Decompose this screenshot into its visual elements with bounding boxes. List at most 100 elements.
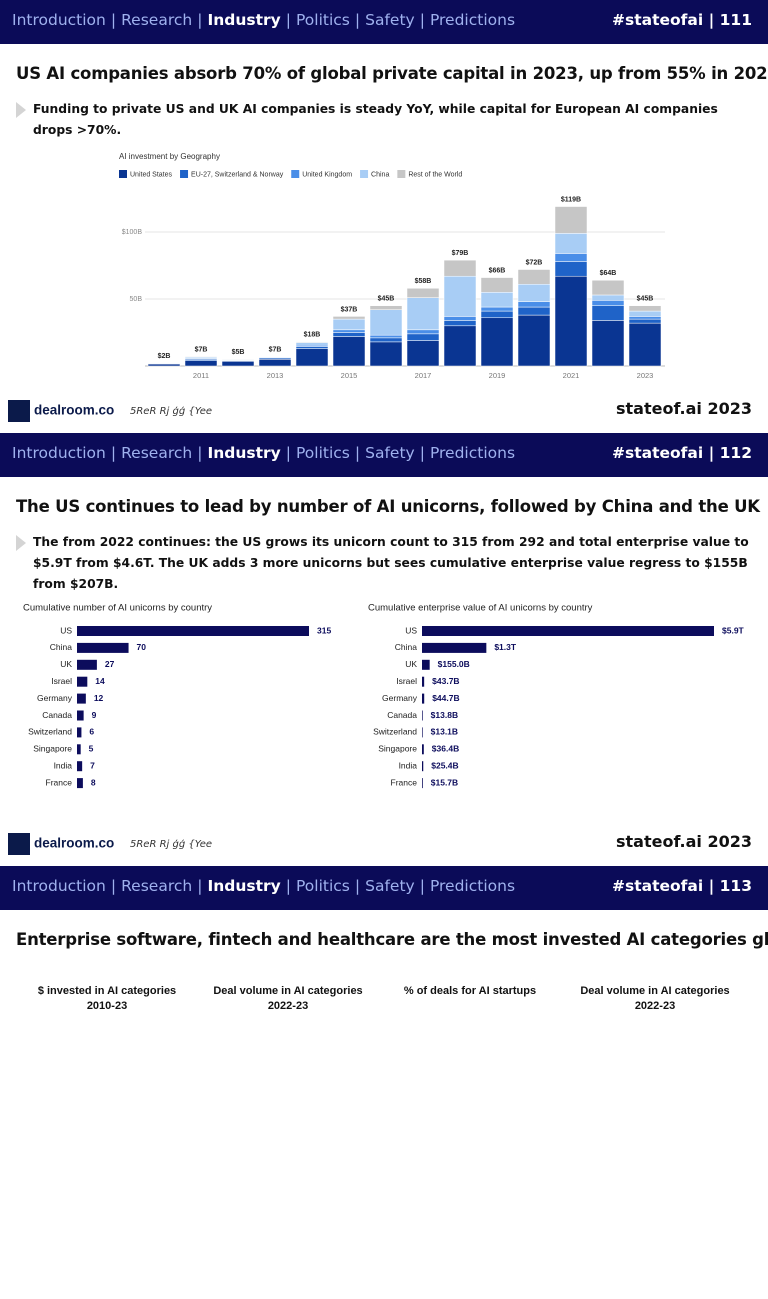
bar <box>422 626 714 636</box>
bar-segment <box>185 357 217 358</box>
category-label: Israel <box>51 676 72 686</box>
value-label: $1.3T <box>494 642 517 652</box>
category-label: Canada <box>42 710 72 720</box>
bar-segment <box>444 320 476 325</box>
total-label: $37B <box>341 306 358 313</box>
brand: stateof.ai 2023 <box>616 399 752 418</box>
category-label: UK <box>60 659 72 669</box>
total-label: $64B <box>600 270 617 277</box>
x-tick-label: 2021 <box>563 371 580 380</box>
panel-title: % of deals for AI startups <box>380 984 560 999</box>
value-label: 12 <box>94 693 104 703</box>
total-label: $79B <box>452 250 469 257</box>
bar-segment <box>370 342 402 366</box>
bar-segment <box>296 343 328 346</box>
bar <box>422 744 424 754</box>
bar <box>77 727 81 737</box>
bar-segment <box>148 364 180 366</box>
slide: Introduction|Research|Industry|Politics|… <box>0 866 768 1299</box>
chart-title: AI investment by Geography <box>119 152 220 161</box>
logo: dealroom.co <box>8 400 114 422</box>
value-label: 9 <box>92 710 97 720</box>
value-label: $25.4B <box>431 760 458 770</box>
x-tick-label: 2013 <box>267 371 284 380</box>
panel-title: Deal volume in AI categories <box>565 984 745 999</box>
category-label: Canada <box>387 710 417 720</box>
total-label: $2B <box>158 353 171 360</box>
category-label: Switzerland <box>28 727 72 737</box>
category-label: Israel <box>396 676 417 686</box>
value-label: 70 <box>137 642 147 652</box>
bar <box>77 711 84 721</box>
category-label: France <box>46 777 73 787</box>
legend-swatch <box>119 170 127 178</box>
bar-segment <box>481 311 513 318</box>
category-label: Switzerland <box>373 727 417 737</box>
panel-period: 2022-23 <box>198 999 378 1014</box>
value-label: 14 <box>95 676 105 686</box>
legend-label: United States <box>130 171 173 178</box>
bar-segment <box>407 341 439 366</box>
value-label: 7 <box>90 760 95 770</box>
value-label: $43.7B <box>432 676 459 686</box>
bar-segment <box>296 342 328 343</box>
bar-segment <box>629 316 661 319</box>
panel-title: $ invested in AI categories <box>17 984 197 999</box>
legend-label: Rest of the World <box>408 171 462 178</box>
bar <box>77 694 86 704</box>
total-label: $5B <box>232 349 245 356</box>
chart-area: Cumulative number of AI unicorns by coun… <box>0 433 768 866</box>
panel-period: 2022-23 <box>565 999 745 1014</box>
category-label: China <box>50 642 72 652</box>
bar <box>422 778 423 788</box>
bar-segment <box>518 315 550 366</box>
brand: stateof.ai 2023 <box>616 832 752 851</box>
bar-segment <box>444 326 476 366</box>
logo-text: dealroom.co <box>34 403 114 418</box>
legend-label: China <box>371 171 389 178</box>
footer-note: 5ReR Rj ģģ {Yee <box>130 839 212 850</box>
chart-title: Cumulative number of AI unicorns by coun… <box>23 603 212 614</box>
bar-segment <box>518 302 550 307</box>
bar-segment <box>481 278 513 293</box>
category-label: UK <box>405 659 417 669</box>
value-label: $36.4B <box>432 744 459 754</box>
total-label: $7B <box>195 346 208 353</box>
footer-note: 5ReR Rj ģģ {Yee <box>130 406 212 417</box>
total-label: $45B <box>378 296 395 303</box>
slide: Introduction|Research|Industry|Politics|… <box>0 433 768 866</box>
bar-segment <box>333 333 365 337</box>
bar-segment <box>592 306 624 321</box>
chart-title: Cumulative enterprise value of AI unicor… <box>368 603 593 614</box>
x-tick-label: 2019 <box>489 371 506 380</box>
bar-segment <box>481 307 513 311</box>
total-label: $66B <box>489 267 506 274</box>
category-label: China <box>395 642 417 652</box>
bar-segment <box>555 233 587 253</box>
category-label: India <box>54 760 73 770</box>
value-label: 8 <box>91 777 96 787</box>
bar-segment <box>333 319 365 330</box>
value-label: 6 <box>89 727 94 737</box>
bar <box>77 778 83 788</box>
bar <box>77 626 309 636</box>
panel-title: Deal volume in AI categories <box>198 984 378 999</box>
x-tick-label: 2015 <box>341 371 358 380</box>
bar-segment <box>481 292 513 307</box>
legend-swatch <box>291 170 299 178</box>
bar <box>422 660 430 670</box>
bar-segment <box>370 338 402 342</box>
bar-segment <box>333 330 365 333</box>
category-label: US <box>405 625 417 635</box>
bar-segment <box>444 260 476 276</box>
legend-swatch <box>397 170 405 178</box>
bar <box>422 727 423 737</box>
bar <box>77 643 129 653</box>
bar-segment <box>518 270 550 285</box>
bar-segment <box>185 361 217 366</box>
bar <box>77 660 97 670</box>
bar <box>422 694 424 704</box>
